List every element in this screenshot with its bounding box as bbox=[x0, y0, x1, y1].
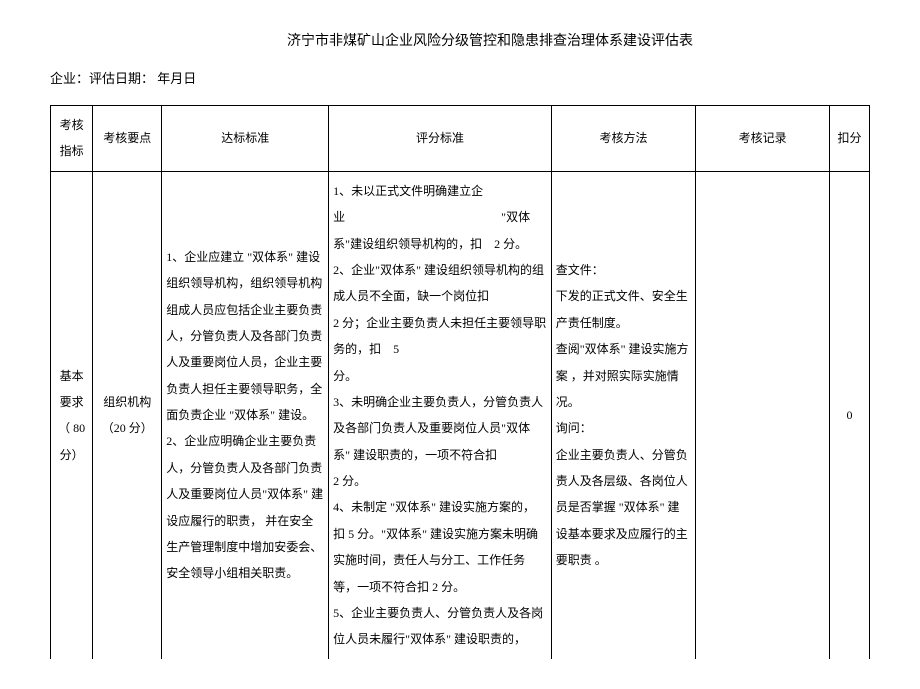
table-header-row: 考核指标 考核要点 达标标准 评分标准 考核方法 考核记录 扣分 bbox=[51, 106, 870, 172]
page-subtitle: 企业：评估日期： 年月日 bbox=[50, 68, 870, 87]
header-indicator: 考核指标 bbox=[51, 106, 93, 172]
header-scoring: 评分标准 bbox=[329, 106, 552, 172]
table-row: 基本要求（ 80分） 组织机构（20 分） 1、企业应建立 "双体系" 建设组织… bbox=[51, 171, 870, 659]
header-record: 考核记录 bbox=[696, 106, 830, 172]
cell-record bbox=[696, 171, 830, 659]
header-method: 考核方法 bbox=[551, 106, 696, 172]
header-deduct: 扣分 bbox=[829, 106, 869, 172]
cell-point: 组织机构（20 分） bbox=[93, 171, 162, 659]
header-point: 考核要点 bbox=[93, 106, 162, 172]
cell-deduct: 0 bbox=[829, 171, 869, 659]
page-title: 济宁市非煤矿山企业风险分级管控和隐患排查治理体系建设评估表 bbox=[110, 30, 870, 50]
cell-indicator: 基本要求（ 80分） bbox=[51, 171, 93, 659]
cell-method: 查文件：下发的正式文件、安全生产责任制度。查阅"双体系" 建设实施方案 ，并对照… bbox=[551, 171, 696, 659]
cell-scoring: 1、未以正式文件明确建立企业 "双体系"建设组织领导机构的，扣 2 分。2、企业… bbox=[329, 171, 552, 659]
header-standard: 达标标准 bbox=[162, 106, 329, 172]
cell-standard: 1、企业应建立 "双体系" 建设组织领导机构，组织领导机构组成人员应包括企业主要… bbox=[162, 171, 329, 659]
evaluation-table: 考核指标 考核要点 达标标准 评分标准 考核方法 考核记录 扣分 基本要求（ 8… bbox=[50, 105, 870, 659]
